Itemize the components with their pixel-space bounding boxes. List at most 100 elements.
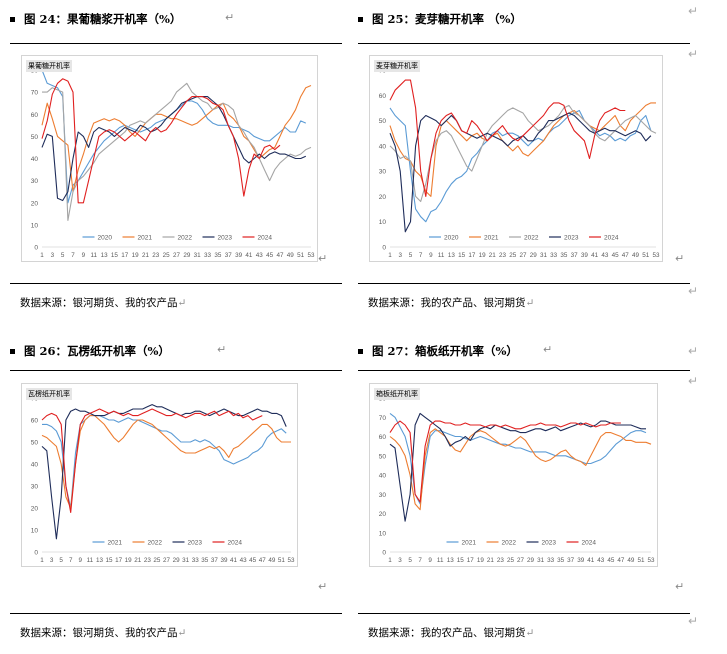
chart-svg: 0102030405060708013579111315171921232527… xyxy=(379,396,655,565)
y-tick-label: 50 xyxy=(31,134,39,141)
x-tick-label: 1 xyxy=(40,557,44,564)
y-tick-label: 70 xyxy=(31,90,39,97)
title-underline xyxy=(358,370,690,371)
x-tick-label: 51 xyxy=(642,252,650,259)
paragraph-mark-icon: ↵ xyxy=(688,344,699,358)
title-underline xyxy=(10,370,342,371)
x-tick-label: 29 xyxy=(183,252,191,259)
legend-label-2021: 2021 xyxy=(484,234,499,241)
x-tick-label: 31 xyxy=(537,557,545,564)
x-tick-label: 19 xyxy=(479,252,487,259)
legend-label-2023: 2023 xyxy=(564,234,579,241)
series-line-2023 xyxy=(389,412,646,522)
x-tick-label: 43 xyxy=(256,252,264,259)
x-tick-label: 27 xyxy=(173,252,181,259)
series-line-2021 xyxy=(389,102,656,197)
y-tick-label: 30 xyxy=(379,492,387,499)
x-tick-label: 19 xyxy=(125,557,133,564)
legend-label-2022: 2022 xyxy=(524,234,539,241)
x-tick-label: 7 xyxy=(418,557,422,564)
figure-title: 图 25：麦芽糖开机率 （%） xyxy=(372,12,522,26)
chart-title: 麦芽糖开机率 xyxy=(374,60,420,72)
panel-title-row: 图 26：瓦楞纸开机率（%） xyxy=(10,340,170,362)
x-tick-label: 25 xyxy=(507,557,515,564)
data-source: 数据来源：我的农产品、银河期货↵ xyxy=(368,297,535,309)
x-tick-label: 15 xyxy=(458,252,466,259)
paragraph-mark-icon: ↵ xyxy=(217,343,227,356)
x-tick-label: 41 xyxy=(591,252,599,259)
x-tick-label: 5 xyxy=(59,557,63,564)
x-tick-label: 41 xyxy=(587,557,595,564)
paragraph-mark-icon: ↵ xyxy=(688,614,699,628)
y-tick-label: 10 xyxy=(379,530,387,537)
x-tick-label: 43 xyxy=(240,557,248,564)
x-tick-label: 1 xyxy=(40,252,44,259)
x-tick-label: 47 xyxy=(259,557,267,564)
x-tick-label: 45 xyxy=(612,252,620,259)
x-tick-label: 15 xyxy=(106,557,114,564)
x-tick-label: 25 xyxy=(509,252,517,259)
x-tick-label: 29 xyxy=(527,557,535,564)
legend-label-2020: 2020 xyxy=(444,234,459,241)
legend-label-2021: 2021 xyxy=(462,539,477,546)
y-tick-label: 0 xyxy=(382,245,386,252)
x-tick-label: 21 xyxy=(134,557,142,564)
x-tick-label: 9 xyxy=(428,557,432,564)
chart-title: 瓦楞纸开机率 xyxy=(26,388,72,400)
x-tick-label: 23 xyxy=(152,252,160,259)
x-tick-label: 51 xyxy=(637,557,645,564)
series-line-2022 xyxy=(389,104,657,203)
x-tick-label: 13 xyxy=(447,557,455,564)
paragraph-mark-icon: ↵ xyxy=(543,343,553,356)
x-tick-label: 53 xyxy=(287,557,295,564)
series-line-2021 xyxy=(389,412,647,505)
x-tick-label: 39 xyxy=(581,252,589,259)
series-line-2022 xyxy=(389,428,652,511)
paragraph-mark-icon: ↵ xyxy=(318,580,328,593)
legend-label-2023: 2023 xyxy=(542,539,557,546)
x-tick-label: 31 xyxy=(194,252,202,259)
paragraph-mark-icon: ↵ xyxy=(675,252,685,265)
bullet-icon xyxy=(358,16,363,22)
y-tick-label: 40 xyxy=(31,156,39,163)
panel-title-row: 图 24：果葡糖浆开机率（%） xyxy=(10,8,181,30)
data-source: 数据来源：银河期货、我的农产品↵ xyxy=(20,627,187,639)
bullet-icon xyxy=(10,348,15,354)
x-tick-label: 33 xyxy=(547,557,555,564)
y-tick-label: 30 xyxy=(379,169,387,176)
x-tick-label: 39 xyxy=(220,557,228,564)
paragraph-mark-icon: ↵ xyxy=(225,11,235,24)
x-tick-label: 43 xyxy=(597,557,605,564)
x-tick-label: 23 xyxy=(144,557,152,564)
x-tick-label: 1 xyxy=(388,557,392,564)
source-rule xyxy=(10,283,342,284)
chart-svg: 0102030405060701357911131517192123252729… xyxy=(379,68,660,260)
x-tick-label: 19 xyxy=(477,557,485,564)
y-tick-label: 20 xyxy=(31,200,39,207)
chart-svg: 0102030405060701357911131517192123252729… xyxy=(31,396,295,565)
title-underline xyxy=(10,43,342,44)
x-tick-label: 25 xyxy=(163,252,171,259)
x-tick-label: 39 xyxy=(577,557,585,564)
x-tick-label: 35 xyxy=(214,252,222,259)
x-tick-label: 9 xyxy=(429,252,433,259)
chart-fig-26: 瓦楞纸开机率 010203040506070135791113151719212… xyxy=(21,383,298,567)
series-line-2021 xyxy=(41,84,312,193)
x-tick-label: 37 xyxy=(571,252,579,259)
x-tick-label: 47 xyxy=(622,252,630,259)
paragraph-mark-icon: ↵ xyxy=(318,252,328,265)
panel-title-row: 图 25：麦芽糖开机率 （%） xyxy=(358,8,522,30)
chart-title: 箱板纸开机率 xyxy=(374,388,420,400)
series-line-2021 xyxy=(42,415,287,509)
y-tick-label: 10 xyxy=(31,222,39,229)
x-tick-label: 3 xyxy=(51,252,55,259)
legend-label-2023: 2023 xyxy=(188,539,203,546)
y-tick-label: 10 xyxy=(379,219,387,226)
x-tick-label: 21 xyxy=(487,557,495,564)
legend-label-2024: 2024 xyxy=(258,234,273,241)
x-tick-label: 13 xyxy=(96,557,104,564)
x-tick-label: 51 xyxy=(297,252,305,259)
paragraph-mark-icon: ↵ xyxy=(688,374,699,388)
x-tick-label: 7 xyxy=(69,557,73,564)
series-line-2024 xyxy=(389,79,626,197)
